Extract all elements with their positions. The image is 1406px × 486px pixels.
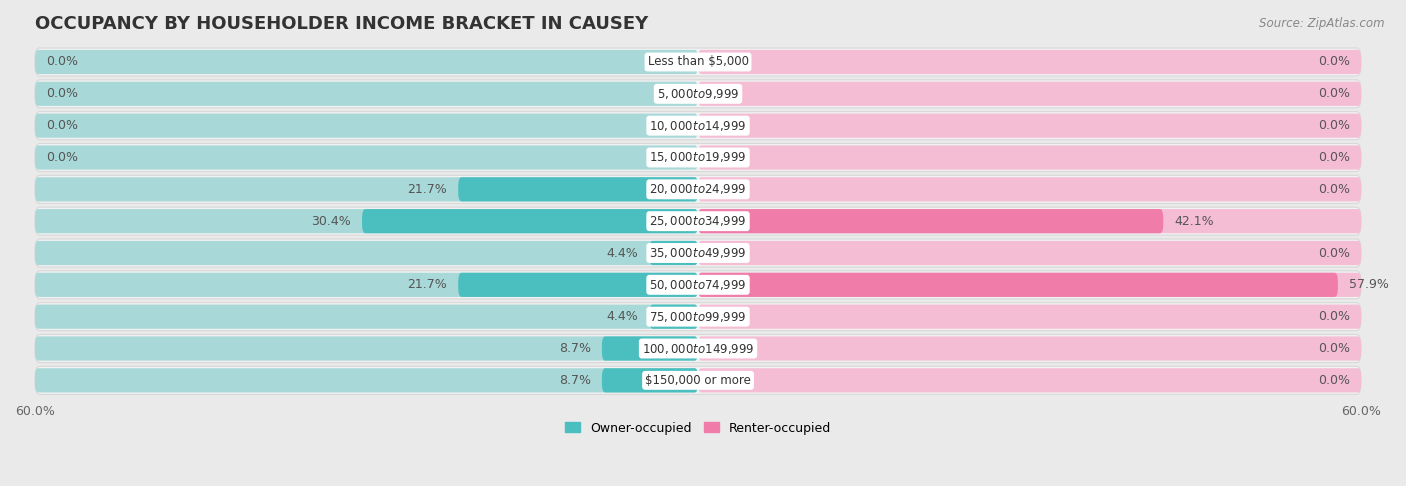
FancyBboxPatch shape [35, 177, 697, 201]
FancyBboxPatch shape [697, 114, 1361, 138]
FancyBboxPatch shape [697, 305, 1361, 329]
Text: 30.4%: 30.4% [311, 215, 352, 227]
FancyBboxPatch shape [35, 368, 697, 392]
FancyBboxPatch shape [697, 336, 1361, 361]
FancyBboxPatch shape [35, 114, 697, 138]
FancyBboxPatch shape [602, 336, 697, 361]
Text: $20,000 to $24,999: $20,000 to $24,999 [650, 182, 747, 196]
Text: 57.9%: 57.9% [1348, 278, 1389, 291]
FancyBboxPatch shape [35, 112, 1361, 139]
FancyBboxPatch shape [697, 241, 1361, 265]
Text: $35,000 to $49,999: $35,000 to $49,999 [650, 246, 747, 260]
FancyBboxPatch shape [458, 273, 697, 297]
Text: 21.7%: 21.7% [408, 183, 447, 196]
FancyBboxPatch shape [35, 305, 697, 329]
Text: $50,000 to $74,999: $50,000 to $74,999 [650, 278, 747, 292]
Text: 0.0%: 0.0% [1317, 310, 1350, 323]
Text: $150,000 or more: $150,000 or more [645, 374, 751, 387]
FancyBboxPatch shape [35, 50, 697, 74]
Text: $75,000 to $99,999: $75,000 to $99,999 [650, 310, 747, 324]
FancyBboxPatch shape [697, 82, 1361, 106]
FancyBboxPatch shape [35, 209, 697, 233]
FancyBboxPatch shape [35, 336, 697, 361]
Text: OCCUPANCY BY HOUSEHOLDER INCOME BRACKET IN CAUSEY: OCCUPANCY BY HOUSEHOLDER INCOME BRACKET … [35, 15, 648, 33]
Text: 21.7%: 21.7% [408, 278, 447, 291]
Text: Source: ZipAtlas.com: Source: ZipAtlas.com [1260, 17, 1385, 30]
Text: 42.1%: 42.1% [1174, 215, 1213, 227]
Text: $5,000 to $9,999: $5,000 to $9,999 [657, 87, 740, 101]
FancyBboxPatch shape [697, 273, 1361, 297]
FancyBboxPatch shape [458, 177, 697, 201]
Text: $10,000 to $14,999: $10,000 to $14,999 [650, 119, 747, 133]
FancyBboxPatch shape [35, 80, 1361, 108]
Text: 0.0%: 0.0% [1317, 151, 1350, 164]
Text: $15,000 to $19,999: $15,000 to $19,999 [650, 151, 747, 164]
FancyBboxPatch shape [697, 50, 1361, 74]
Text: $100,000 to $149,999: $100,000 to $149,999 [641, 342, 754, 355]
FancyBboxPatch shape [35, 82, 697, 106]
Text: 0.0%: 0.0% [46, 87, 77, 100]
Text: 0.0%: 0.0% [1317, 55, 1350, 69]
FancyBboxPatch shape [35, 303, 1361, 330]
FancyBboxPatch shape [650, 241, 697, 265]
Text: Less than $5,000: Less than $5,000 [648, 55, 748, 69]
Legend: Owner-occupied, Renter-occupied: Owner-occupied, Renter-occupied [560, 417, 837, 439]
Text: 0.0%: 0.0% [1317, 246, 1350, 260]
FancyBboxPatch shape [697, 209, 1163, 233]
FancyBboxPatch shape [35, 207, 1361, 235]
FancyBboxPatch shape [35, 334, 1361, 363]
Text: 0.0%: 0.0% [1317, 342, 1350, 355]
FancyBboxPatch shape [35, 239, 1361, 267]
Text: 8.7%: 8.7% [558, 374, 591, 387]
FancyBboxPatch shape [35, 271, 1361, 299]
FancyBboxPatch shape [35, 143, 1361, 172]
FancyBboxPatch shape [697, 273, 1339, 297]
FancyBboxPatch shape [697, 368, 1361, 392]
Text: 4.4%: 4.4% [606, 246, 638, 260]
Text: 4.4%: 4.4% [606, 310, 638, 323]
FancyBboxPatch shape [650, 305, 697, 329]
Text: 0.0%: 0.0% [1317, 374, 1350, 387]
FancyBboxPatch shape [35, 145, 697, 170]
FancyBboxPatch shape [35, 48, 1361, 76]
FancyBboxPatch shape [697, 177, 1361, 201]
FancyBboxPatch shape [35, 273, 697, 297]
Text: 0.0%: 0.0% [1317, 183, 1350, 196]
Text: 8.7%: 8.7% [558, 342, 591, 355]
Text: 0.0%: 0.0% [1317, 119, 1350, 132]
FancyBboxPatch shape [35, 175, 1361, 203]
FancyBboxPatch shape [363, 209, 697, 233]
Text: $25,000 to $34,999: $25,000 to $34,999 [650, 214, 747, 228]
FancyBboxPatch shape [35, 241, 697, 265]
Text: 0.0%: 0.0% [1317, 87, 1350, 100]
Text: 0.0%: 0.0% [46, 119, 77, 132]
FancyBboxPatch shape [35, 366, 1361, 394]
FancyBboxPatch shape [697, 145, 1361, 170]
FancyBboxPatch shape [697, 209, 1361, 233]
FancyBboxPatch shape [602, 368, 697, 392]
Text: 0.0%: 0.0% [46, 151, 77, 164]
Text: 0.0%: 0.0% [46, 55, 77, 69]
